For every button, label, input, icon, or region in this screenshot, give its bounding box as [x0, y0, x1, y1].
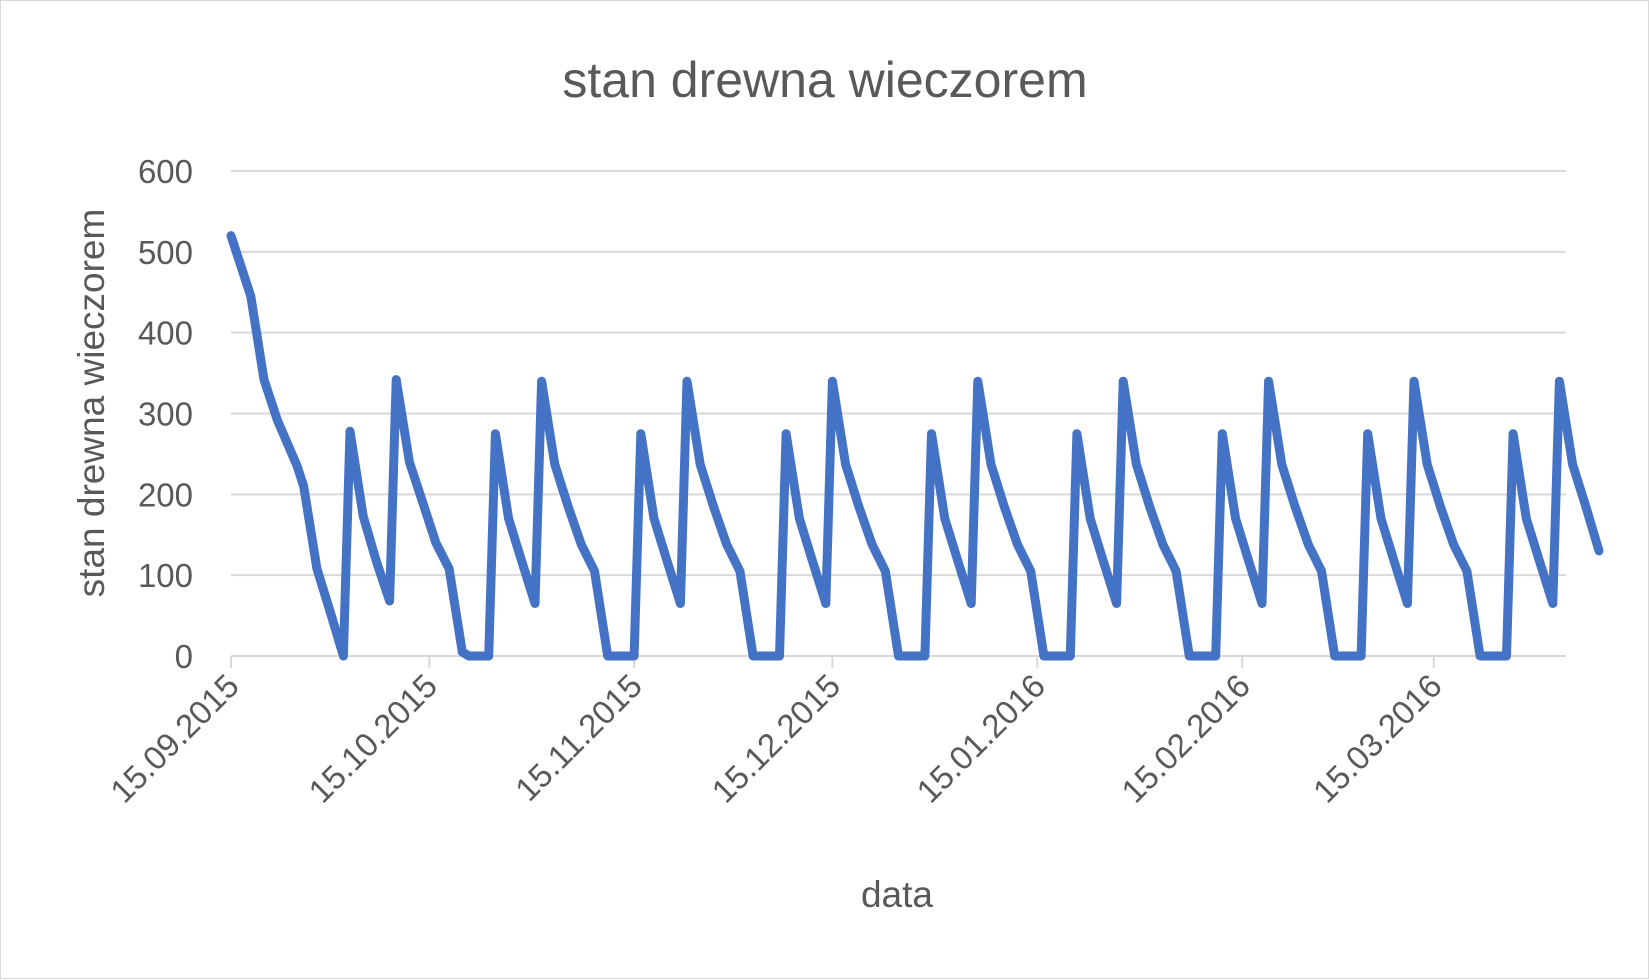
y-tick-label: 500 — [138, 234, 193, 271]
x-tick-label: 15.11.2015 — [508, 667, 649, 808]
y-axis-title: stan drewna wieczorem — [71, 209, 112, 598]
y-tick-label: 0 — [175, 638, 193, 675]
x-tick-label: 15.09.2015 — [103, 667, 246, 810]
x-tick-label: 15.02.2016 — [1114, 667, 1257, 810]
x-tick-label: 15.12.2015 — [704, 667, 847, 810]
series-line — [226, 231, 1604, 661]
y-tick-label: 600 — [138, 153, 193, 190]
x-tick-label: 15.10.2015 — [301, 667, 444, 810]
gridlines — [231, 170, 1566, 577]
series-layer — [226, 231, 1604, 661]
y-tick-label: 100 — [138, 557, 193, 594]
y-tick-label: 200 — [138, 476, 193, 513]
y-tick-label: 300 — [138, 396, 193, 433]
x-axis-tick-labels: 15.09.2015 15.10.2015 15.11.2015 15.12.2015… — [103, 667, 1449, 810]
y-axis-tick-labels: 0 100 200 300 400 500 600 — [138, 153, 193, 675]
x-axis-title: data — [861, 874, 933, 915]
y-tick-label: 400 — [138, 315, 193, 352]
chart-title: stan drewna wieczorem — [562, 52, 1087, 108]
x-tick-label: 15.03.2016 — [1306, 667, 1449, 810]
x-tick-label: 15.01.2016 — [909, 667, 1052, 810]
